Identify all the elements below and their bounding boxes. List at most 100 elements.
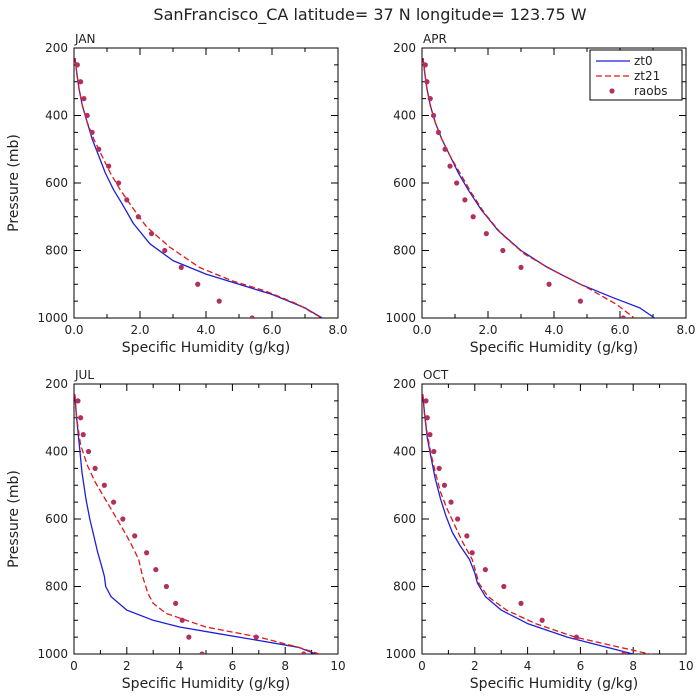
raobs-point — [101, 482, 107, 488]
zt21-line — [422, 394, 653, 654]
raobs-point — [424, 415, 430, 421]
x-axis-label: Specific Humidity (g/kg) — [470, 340, 638, 356]
series-group — [74, 58, 324, 318]
legend-entry: zt0 — [634, 54, 653, 68]
raobs-point — [422, 62, 428, 68]
x-tick-label: 8.0 — [676, 323, 695, 337]
raobs-point — [483, 231, 489, 237]
raobs-point — [301, 651, 307, 654]
y-tick-label: 200 — [45, 41, 68, 55]
x-tick-label: 6 — [229, 659, 237, 673]
panel-label: APR — [423, 32, 447, 46]
series-group — [422, 58, 656, 318]
raobs-point — [144, 550, 150, 556]
raobs-point — [427, 432, 433, 438]
y-tick-label: 800 — [45, 244, 68, 258]
raobs-point — [80, 432, 86, 438]
x-tick-label: 2 — [471, 659, 479, 673]
raobs-point — [162, 247, 168, 254]
zt21-line — [74, 394, 322, 654]
raobs-point — [423, 398, 429, 404]
x-tick-label: 8 — [281, 659, 289, 673]
zt21-line — [74, 58, 322, 318]
y-tick-label: 400 — [393, 109, 416, 123]
raobs-point — [253, 634, 259, 640]
raobs-point — [85, 448, 92, 455]
raobs-point — [186, 634, 192, 640]
x-tick-label: 10 — [330, 659, 345, 673]
raobs-point — [115, 180, 122, 186]
y-axis-label: Pressure (mb) — [6, 470, 22, 568]
panel-label: OCT — [423, 368, 449, 382]
y-tick-label: 1000 — [37, 311, 68, 325]
raobs-point — [81, 96, 87, 102]
legend-box — [589, 49, 683, 101]
x-tick-label: 2 — [123, 659, 131, 673]
y-tick-label: 1000 — [385, 311, 416, 325]
raobs-point — [621, 651, 627, 654]
raobs-point — [199, 651, 205, 654]
raobs-point — [75, 398, 81, 404]
raobs-point — [539, 617, 545, 623]
x-tick-label: 6.0 — [610, 323, 629, 337]
y-tick-label: 1000 — [37, 647, 68, 661]
raobs-point — [120, 516, 126, 522]
x-axis-label: Specific Humidity (g/kg) — [122, 340, 290, 356]
raobs-point — [106, 163, 112, 169]
raobs-point — [78, 415, 84, 421]
raobs-point — [577, 298, 584, 304]
y-tick-label: 600 — [393, 176, 416, 190]
raobs-point — [216, 298, 222, 304]
figure-title: SanFrancisco_CA latitude= 37 N longitude… — [153, 5, 586, 25]
raobs-point — [469, 550, 475, 556]
raobs-point — [462, 197, 468, 203]
y-tick-label: 800 — [393, 580, 416, 594]
raobs-point — [84, 112, 90, 119]
y-tick-label: 600 — [393, 512, 416, 526]
raobs-point — [518, 600, 524, 606]
raobs-point — [148, 231, 155, 237]
legend-entry: raobs — [634, 84, 668, 98]
raobs-point — [500, 247, 506, 254]
x-tick-label: 0 — [418, 659, 426, 673]
x-tick-label: 4.0 — [544, 323, 563, 337]
y-tick-label: 400 — [393, 445, 416, 459]
raobs-point — [430, 112, 437, 119]
y-tick-label: 1000 — [385, 647, 416, 661]
raobs-point — [448, 499, 454, 505]
x-tick-label: 0.0 — [64, 323, 83, 337]
raobs-point — [173, 600, 179, 606]
raobs-point — [89, 129, 95, 135]
x-tick-label: 0.0 — [412, 323, 431, 337]
raobs-point — [179, 617, 185, 623]
raobs-point — [427, 96, 433, 102]
x-tick-label: 6.0 — [262, 323, 281, 337]
series-group — [422, 394, 653, 654]
panel-label: JAN — [74, 32, 96, 46]
y-tick-label: 800 — [45, 580, 68, 594]
y-tick-label: 400 — [45, 445, 68, 459]
raobs-point — [163, 583, 169, 590]
x-tick-label: 2.0 — [478, 323, 497, 337]
raobs-point — [92, 465, 98, 471]
raobs-point — [132, 533, 138, 539]
y-tick-label: 200 — [393, 41, 416, 55]
y-tick-label: 600 — [45, 176, 68, 190]
raobs-point — [431, 448, 437, 455]
raobs-point — [78, 79, 84, 85]
raobs-point — [518, 264, 524, 270]
raobs-point — [135, 214, 141, 220]
x-tick-label: 4 — [176, 659, 184, 673]
x-tick-label: 6 — [577, 659, 585, 673]
x-tick-label: 4 — [524, 659, 532, 673]
raobs-point — [546, 281, 552, 287]
raobs-point — [195, 281, 201, 287]
x-tick-label: 8.0 — [328, 323, 347, 337]
